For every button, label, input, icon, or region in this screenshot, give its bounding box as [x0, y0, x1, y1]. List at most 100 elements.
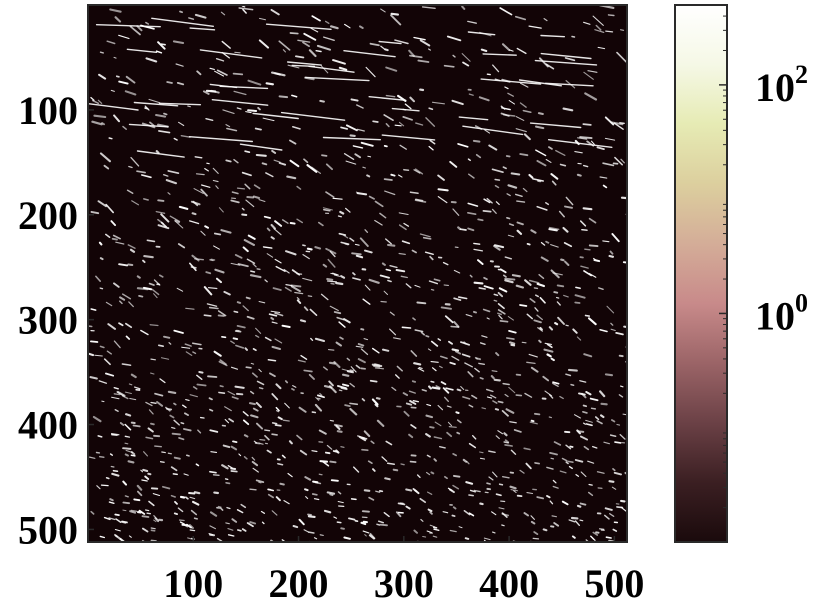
- heatmap-streak: [471, 394, 478, 400]
- heatmap-streak: [297, 39, 311, 43]
- heatmap-streak: [241, 213, 248, 216]
- heatmap-streak: [289, 222, 296, 225]
- heatmap-streak: [270, 223, 276, 230]
- heatmap-streak: [515, 116, 525, 121]
- heatmap-streak: [217, 314, 225, 317]
- heatmap-streak: [89, 376, 98, 380]
- heatmap-streak: [224, 406, 232, 412]
- heatmap-streak: [362, 298, 371, 305]
- heatmap-streak: [490, 375, 495, 380]
- heatmap-streak: [165, 179, 178, 185]
- heatmap-streak: [465, 314, 473, 317]
- heatmap-streak: [232, 337, 239, 341]
- heatmap-streak: [131, 200, 139, 206]
- heatmap-streak: [173, 419, 180, 426]
- heatmap-streak: [314, 337, 326, 343]
- heatmap-streak: [88, 103, 139, 111]
- heatmap-streak: [176, 287, 184, 292]
- heatmap-streak: [385, 123, 390, 128]
- heatmap-streak: [149, 324, 159, 327]
- heatmap-streak: [432, 526, 438, 529]
- heatmap-streak: [426, 403, 432, 407]
- heatmap-streak: [437, 188, 449, 192]
- heatmap-streak: [572, 328, 578, 334]
- heatmap-streak: [167, 390, 177, 394]
- heatmap-streak: [119, 422, 125, 427]
- heatmap-streak: [232, 72, 244, 76]
- heatmap-streak: [115, 75, 120, 78]
- heatmap-streak: [398, 121, 405, 127]
- heatmap-streak: [557, 316, 565, 325]
- heatmap-streak: [183, 428, 192, 432]
- heatmap-streak: [241, 5, 246, 8]
- heatmap-streak: [414, 284, 421, 288]
- heatmap-streak: [167, 452, 172, 455]
- heatmap-streak: [375, 490, 381, 493]
- heatmap-streak: [140, 469, 144, 473]
- heatmap-streak: [409, 460, 417, 463]
- heatmap-streak: [309, 308, 318, 316]
- heatmap-streak: [168, 342, 172, 345]
- heatmap-streak: [395, 511, 402, 518]
- heatmap-streak: [419, 39, 431, 47]
- heatmap-streak: [361, 437, 368, 440]
- heatmap-streak: [274, 424, 282, 427]
- heatmap-streak: [392, 468, 399, 472]
- heatmap-streak: [519, 102, 527, 108]
- heatmap-streak: [417, 367, 425, 372]
- heatmap-streak: [114, 16, 122, 23]
- heatmap-streak: [184, 412, 189, 416]
- heatmap-streak: [349, 407, 358, 416]
- heatmap-streak: [304, 476, 312, 481]
- heatmap-streak: [326, 280, 338, 283]
- heatmap-streak: [614, 156, 623, 166]
- heatmap-streak: [365, 66, 376, 78]
- heatmap-streak: [542, 375, 550, 382]
- heatmap-streak: [329, 250, 336, 258]
- heatmap-streak: [146, 512, 152, 515]
- heatmap-streak: [210, 89, 220, 94]
- heatmap-streak: [124, 423, 132, 431]
- heatmap-streak: [458, 116, 489, 121]
- heatmap-streak: [468, 494, 474, 497]
- heatmap-streak: [590, 535, 596, 541]
- heatmap-streak: [368, 534, 375, 540]
- x-axis: 100 200 300 400 500: [163, 536, 644, 603]
- heatmap-streak: [582, 207, 593, 211]
- heatmap-streak: [199, 49, 263, 59]
- colorbar-tick-label: 102: [755, 60, 808, 110]
- heatmap-streak: [271, 510, 278, 516]
- heatmap-streak: [115, 241, 125, 245]
- heatmap-streak: [615, 331, 624, 336]
- heatmap-streak: [414, 168, 424, 175]
- heatmap-streak: [207, 375, 218, 378]
- heatmap-streak: [150, 401, 157, 404]
- heatmap-streak: [241, 528, 247, 532]
- heatmap-streak: [248, 402, 256, 406]
- heatmap-streak: [224, 478, 229, 481]
- heatmap-streak: [265, 172, 274, 178]
- heatmap-streak: [385, 268, 392, 272]
- heatmap-streak: [574, 301, 581, 304]
- heatmap-streak: [230, 366, 239, 370]
- heatmap-streak: [98, 455, 105, 459]
- heatmap-streak: [418, 366, 423, 370]
- heatmap-streak: [583, 21, 591, 25]
- heatmap-streak: [391, 386, 397, 391]
- heatmap-streak: [296, 273, 303, 275]
- heatmap-streak: [189, 27, 216, 31]
- heatmap-streak: [554, 322, 559, 326]
- heatmap-streak: [190, 509, 198, 516]
- heatmap-streak: [450, 325, 460, 328]
- heatmap-streak: [214, 70, 225, 77]
- heatmap-streak: [308, 65, 355, 73]
- heatmap-streak: [553, 441, 562, 446]
- heatmap-streak: [588, 483, 593, 486]
- heatmap-streak: [130, 156, 140, 167]
- heatmap-streak: [171, 426, 176, 430]
- heatmap-streak: [522, 187, 528, 193]
- heatmap-streak: [480, 48, 488, 52]
- heatmap-streak: [174, 219, 180, 224]
- heatmap-streak: [409, 400, 417, 405]
- heatmap-streak: [359, 25, 364, 29]
